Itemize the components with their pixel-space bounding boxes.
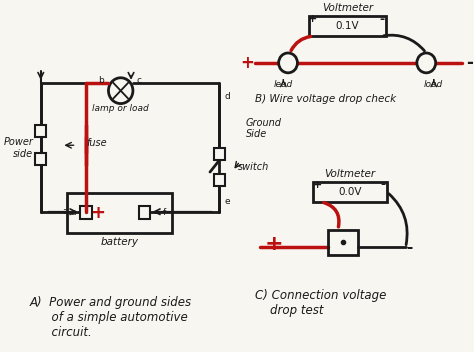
Bar [313, 182, 387, 202]
Text: d: d [224, 92, 230, 101]
Text: fuse: fuse [86, 138, 107, 148]
Text: -: - [466, 54, 473, 72]
Text: -: - [406, 240, 412, 255]
Text: Voltmeter: Voltmeter [322, 3, 373, 13]
Text: A)  Power and ground sides
      of a simple automotive
      circuit.: A) Power and ground sides of a simple au… [29, 296, 191, 339]
Circle shape [417, 53, 436, 73]
Text: Ground
Side: Ground Side [246, 118, 282, 139]
Bar [214, 174, 225, 186]
Bar [67, 193, 173, 233]
Text: B) Wire voltage drop check: B) Wire voltage drop check [255, 94, 396, 103]
Circle shape [279, 53, 298, 73]
Text: 0.0V: 0.0V [338, 187, 362, 197]
Text: Power
side: Power side [3, 137, 33, 159]
Text: lead: lead [273, 80, 293, 89]
Text: battery: battery [101, 238, 139, 247]
Text: -: - [153, 204, 160, 222]
Text: a: a [71, 208, 76, 217]
Text: +: + [264, 234, 283, 254]
Text: +: + [91, 204, 106, 222]
Text: f: f [162, 208, 165, 217]
Bar [35, 153, 46, 165]
Text: b: b [98, 76, 104, 85]
Text: 0.1V: 0.1V [336, 21, 359, 31]
Bar [80, 206, 91, 219]
Text: a: a [63, 207, 68, 216]
Bar [138, 206, 150, 219]
Text: +: + [241, 54, 255, 72]
Text: +: + [312, 180, 322, 190]
Text: switch: switch [238, 162, 269, 172]
Bar [35, 125, 46, 137]
Text: e: e [224, 197, 230, 206]
Text: load: load [424, 80, 443, 89]
Text: -: - [381, 178, 385, 191]
Text: C) Connection voltage
    drop test: C) Connection voltage drop test [255, 289, 386, 317]
Text: -: - [380, 13, 384, 26]
Text: +: + [308, 14, 317, 24]
Text: lamp or load: lamp or load [92, 104, 149, 113]
Text: c: c [136, 76, 141, 85]
Text: Voltmeter: Voltmeter [325, 169, 376, 179]
Bar [309, 16, 386, 36]
Bar [214, 148, 225, 160]
Bar [328, 230, 357, 255]
